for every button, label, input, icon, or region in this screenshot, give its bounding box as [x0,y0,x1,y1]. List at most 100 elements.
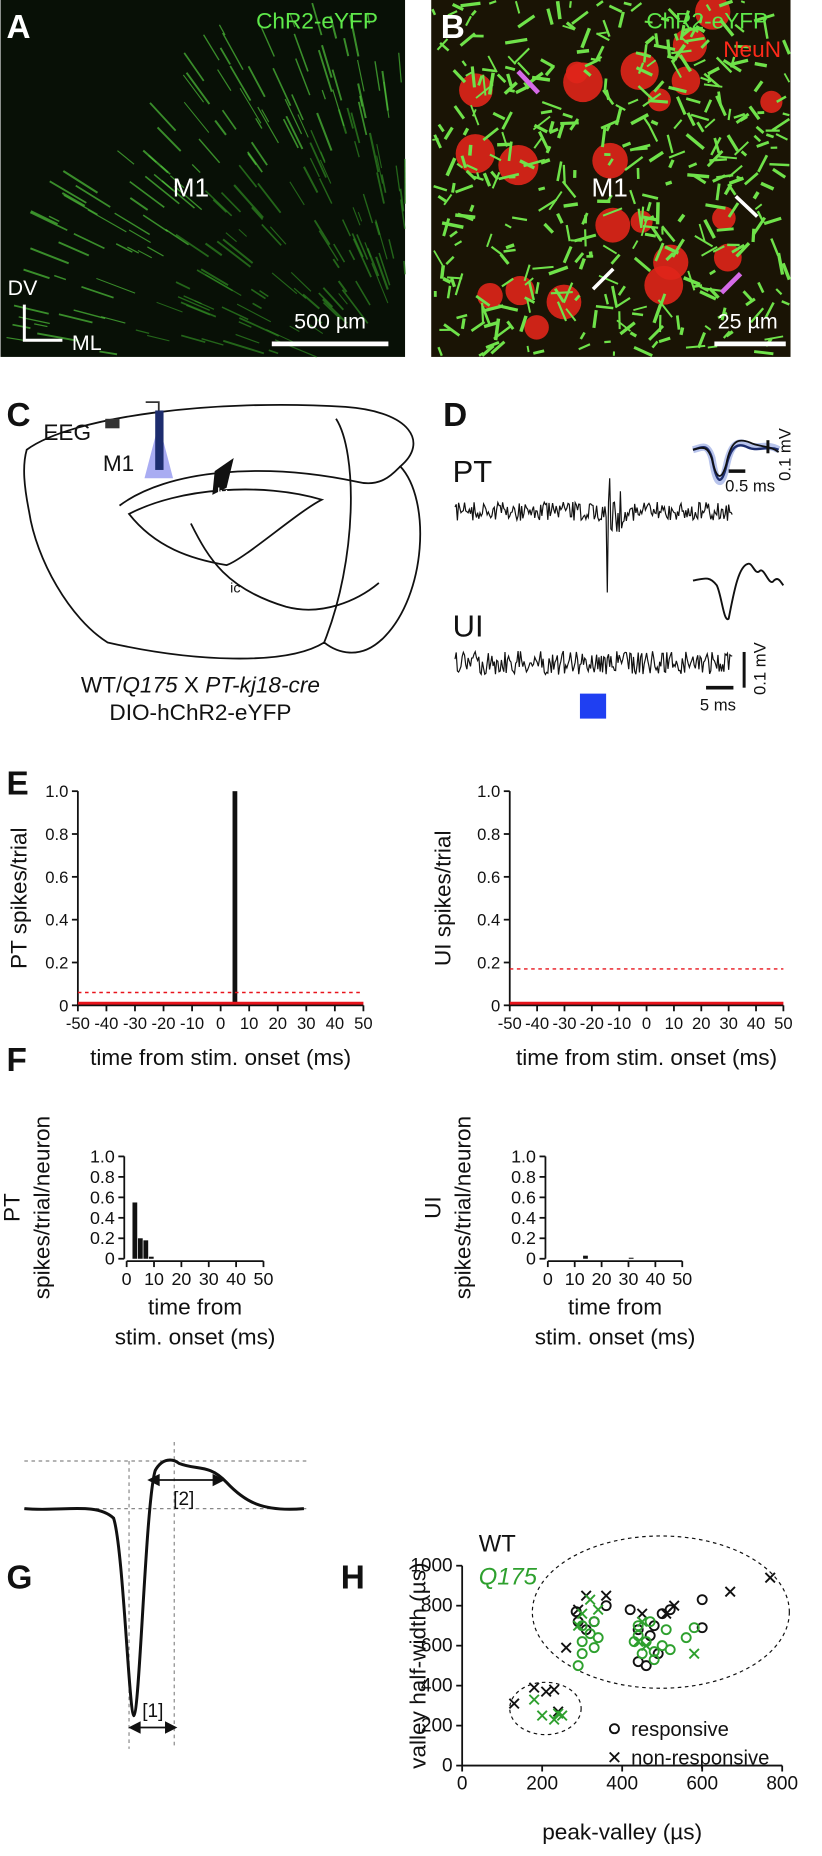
fiber [595,304,614,310]
fiber [631,312,644,317]
point [664,1644,676,1656]
fiber [452,69,467,84]
fiber [13,304,49,315]
x-tick-label: 50 [354,1014,373,1033]
fiber [693,284,703,288]
fiber [303,166,319,194]
fiber [375,219,388,260]
fiber [30,210,59,225]
waveform-average [692,562,785,620]
y-tick-label: 0 [442,1756,453,1777]
fiber [616,319,632,332]
point [668,1600,680,1612]
fiber [730,58,749,67]
fiber [204,190,233,217]
fiber [763,216,782,226]
y-tick-label: 0 [526,1249,536,1269]
fiber [715,183,721,201]
fiber [368,132,380,173]
fiber [269,226,287,245]
bar [583,1255,588,1259]
fiber [686,112,696,127]
fiber [523,158,546,168]
point [588,1642,600,1654]
fiber [200,268,229,287]
fiber [595,45,605,62]
fiber [49,180,87,204]
fiber [693,58,706,67]
fiber [507,88,515,93]
fiber [673,119,683,130]
fiber [668,85,687,94]
fiber [318,292,334,308]
fiber [635,51,652,59]
fiber [222,32,244,71]
fiber [707,66,720,76]
fiber [175,233,210,258]
chart: 0 200 400 600 800 1000 0 200 400 600 800 peak-valle… [405,1530,798,1844]
fiber [685,344,706,349]
fiber [602,244,618,255]
cell [498,144,539,186]
fiber [488,0,497,5]
fiber [322,302,342,320]
fiber [156,301,183,313]
scale-bar-label: 5 ms [700,695,736,714]
fiber [705,203,726,210]
fiber [439,265,446,279]
fiber [257,182,282,214]
cortex-boundary [118,465,401,507]
fiber [455,213,476,219]
y-tick-label: 0 [491,996,500,1015]
diagram-label: lv [217,485,228,501]
fiber [235,333,260,344]
fiber [142,214,169,232]
x-tick-label: 20 [268,1014,287,1033]
fiber [289,181,305,206]
fiber [135,329,150,334]
fiber [255,117,263,129]
fiber [129,197,149,211]
cell [653,244,689,280]
x-tick-label: 40 [645,1269,665,1289]
fiber [633,305,648,312]
fiber [58,241,90,257]
x-tick-label: 20 [592,1269,612,1289]
fiber [644,232,657,238]
bar [628,1257,634,1259]
fiber [594,55,603,62]
x-axis-label: stim. onset (ms) [115,1324,276,1349]
x-tick-label: 30 [297,1014,316,1033]
fiber [637,62,645,74]
electrode [155,410,164,470]
fiber [462,127,470,136]
fiber [310,129,326,164]
x-tick-label: 0 [642,1014,651,1033]
fiber [337,280,348,293]
guide-lines [24,1441,308,1749]
fiber [456,162,464,169]
fiber [642,225,659,229]
fiber [584,59,598,68]
cell [760,90,783,113]
fiber [54,274,67,281]
fiber [642,44,648,63]
panel-label: D [443,397,467,434]
trace-label: PT [453,454,493,489]
fiber [505,243,515,250]
fiber [290,271,312,292]
fiber [352,207,361,226]
point [576,1608,588,1620]
fiber [302,293,321,310]
fiber [442,277,452,284]
fiber [764,335,784,341]
point [536,1710,548,1722]
fiber [653,80,665,93]
fiber [142,149,169,174]
fiber [251,206,264,221]
fiber [442,218,451,237]
fiber [654,33,659,45]
fiber [291,94,304,121]
fiber [506,320,515,331]
y-tick-label: 0.2 [477,953,500,972]
